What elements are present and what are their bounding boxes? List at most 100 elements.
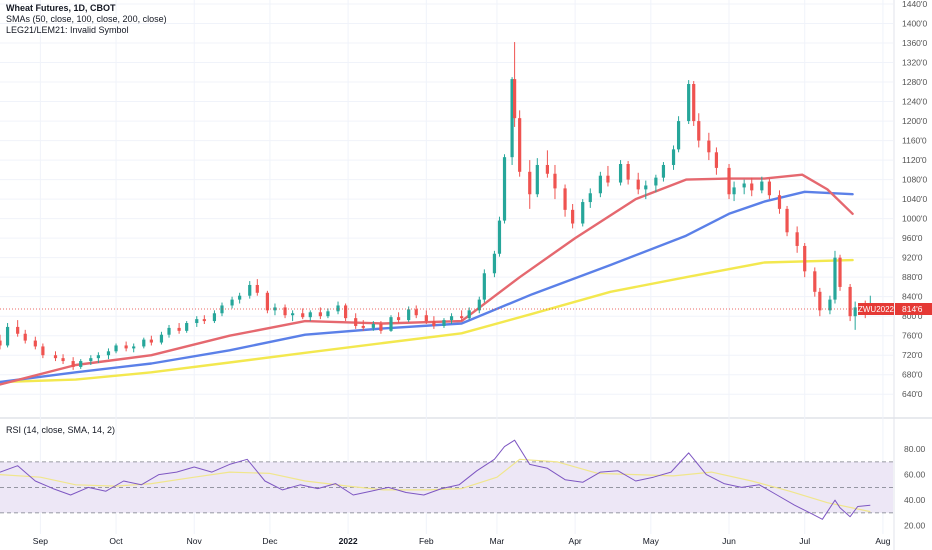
candle[interactable]	[545, 150, 550, 178]
candle[interactable]	[513, 42, 517, 127]
candle[interactable]	[238, 292, 242, 304]
candle[interactable]	[838, 254, 842, 291]
candle[interactable]	[414, 305, 418, 319]
candle[interactable]	[563, 184, 567, 217]
candle[interactable]	[177, 323, 181, 334]
candle[interactable]	[5, 323, 10, 348]
candle[interactable]	[692, 81, 696, 126]
candle[interactable]	[343, 303, 348, 322]
candle[interactable]	[828, 295, 832, 315]
candle[interactable]	[492, 250, 497, 278]
candle[interactable]	[671, 145, 676, 170]
candle[interactable]	[442, 318, 446, 328]
candle[interactable]	[195, 316, 199, 327]
candle[interactable]	[626, 161, 630, 185]
candle[interactable]	[644, 180, 648, 200]
candle[interactable]	[803, 243, 807, 278]
candle[interactable]	[777, 190, 782, 214]
candle[interactable]	[432, 316, 436, 329]
candle[interactable]	[301, 308, 305, 320]
candle[interactable]	[727, 164, 731, 200]
candle[interactable]	[159, 331, 164, 345]
candle[interactable]	[149, 335, 153, 346]
candle[interactable]	[361, 320, 365, 331]
candle[interactable]	[460, 310, 464, 322]
candle[interactable]	[167, 324, 171, 338]
candle[interactable]	[336, 301, 340, 315]
candle[interactable]	[606, 165, 610, 187]
candle[interactable]	[553, 164, 557, 200]
candle[interactable]	[61, 354, 65, 364]
candle[interactable]	[750, 177, 754, 197]
candle[interactable]	[0, 334, 2, 350]
candle[interactable]	[308, 310, 312, 322]
candle[interactable]	[124, 341, 128, 352]
candle[interactable]	[283, 304, 287, 319]
candle[interactable]	[354, 313, 358, 329]
candle[interactable]	[424, 310, 428, 324]
candle[interactable]	[291, 310, 295, 322]
candle[interactable]	[467, 307, 471, 321]
candle[interactable]	[732, 181, 736, 202]
candle[interactable]	[497, 216, 502, 257]
candle[interactable]	[571, 204, 575, 229]
candle[interactable]	[510, 77, 514, 165]
candle[interactable]	[16, 320, 20, 337]
candle[interactable]	[132, 343, 136, 353]
candle[interactable]	[833, 250, 837, 304]
candle[interactable]	[273, 303, 277, 316]
candle[interactable]	[848, 284, 852, 322]
candle[interactable]	[518, 110, 522, 177]
candle[interactable]	[588, 188, 592, 208]
candle[interactable]	[265, 290, 269, 314]
rsi-line[interactable]	[0, 439, 871, 520]
candle[interactable]	[598, 171, 602, 198]
candle[interactable]	[53, 351, 58, 362]
candle[interactable]	[212, 310, 217, 324]
candle[interactable]	[33, 336, 37, 350]
candle[interactable]	[318, 307, 322, 320]
candle[interactable]	[742, 179, 746, 195]
candle[interactable]	[79, 359, 83, 369]
candle[interactable]	[389, 315, 393, 332]
candle[interactable]	[636, 172, 640, 195]
candle[interactable]	[96, 352, 100, 364]
candle[interactable]	[326, 308, 330, 319]
candle[interactable]	[813, 267, 817, 297]
candle[interactable]	[185, 321, 189, 333]
candle[interactable]	[502, 154, 507, 224]
candle[interactable]	[714, 147, 719, 175]
candle[interactable]	[535, 158, 539, 198]
candle[interactable]	[248, 281, 252, 299]
candle[interactable]	[396, 312, 401, 324]
candle[interactable]	[379, 321, 383, 334]
candle[interactable]	[654, 174, 658, 193]
candle[interactable]	[618, 160, 623, 186]
candle[interactable]	[89, 355, 93, 365]
candle[interactable]	[449, 313, 454, 324]
candle[interactable]	[697, 113, 701, 148]
candle[interactable]	[41, 343, 45, 359]
sma-50-line[interactable]	[0, 173, 854, 386]
candle[interactable]	[760, 176, 764, 194]
candle[interactable]	[767, 178, 771, 200]
candle[interactable]	[661, 162, 666, 182]
candle[interactable]	[818, 287, 822, 317]
candle[interactable]	[687, 80, 691, 124]
sma-200-line[interactable]	[0, 258, 854, 384]
candle[interactable]	[142, 337, 146, 349]
candle[interactable]	[71, 357, 75, 370]
candle[interactable]	[707, 132, 711, 161]
candle[interactable]	[785, 205, 789, 237]
candle[interactable]	[220, 302, 224, 317]
sma-100-line[interactable]	[0, 190, 854, 384]
candle[interactable]	[114, 343, 118, 354]
candle[interactable]	[795, 226, 799, 253]
candle[interactable]	[230, 296, 234, 309]
candle[interactable]	[477, 296, 481, 314]
candle[interactable]	[371, 321, 375, 331]
candle[interactable]	[202, 315, 206, 324]
candle[interactable]	[482, 269, 486, 303]
candle[interactable]	[676, 116, 681, 153]
